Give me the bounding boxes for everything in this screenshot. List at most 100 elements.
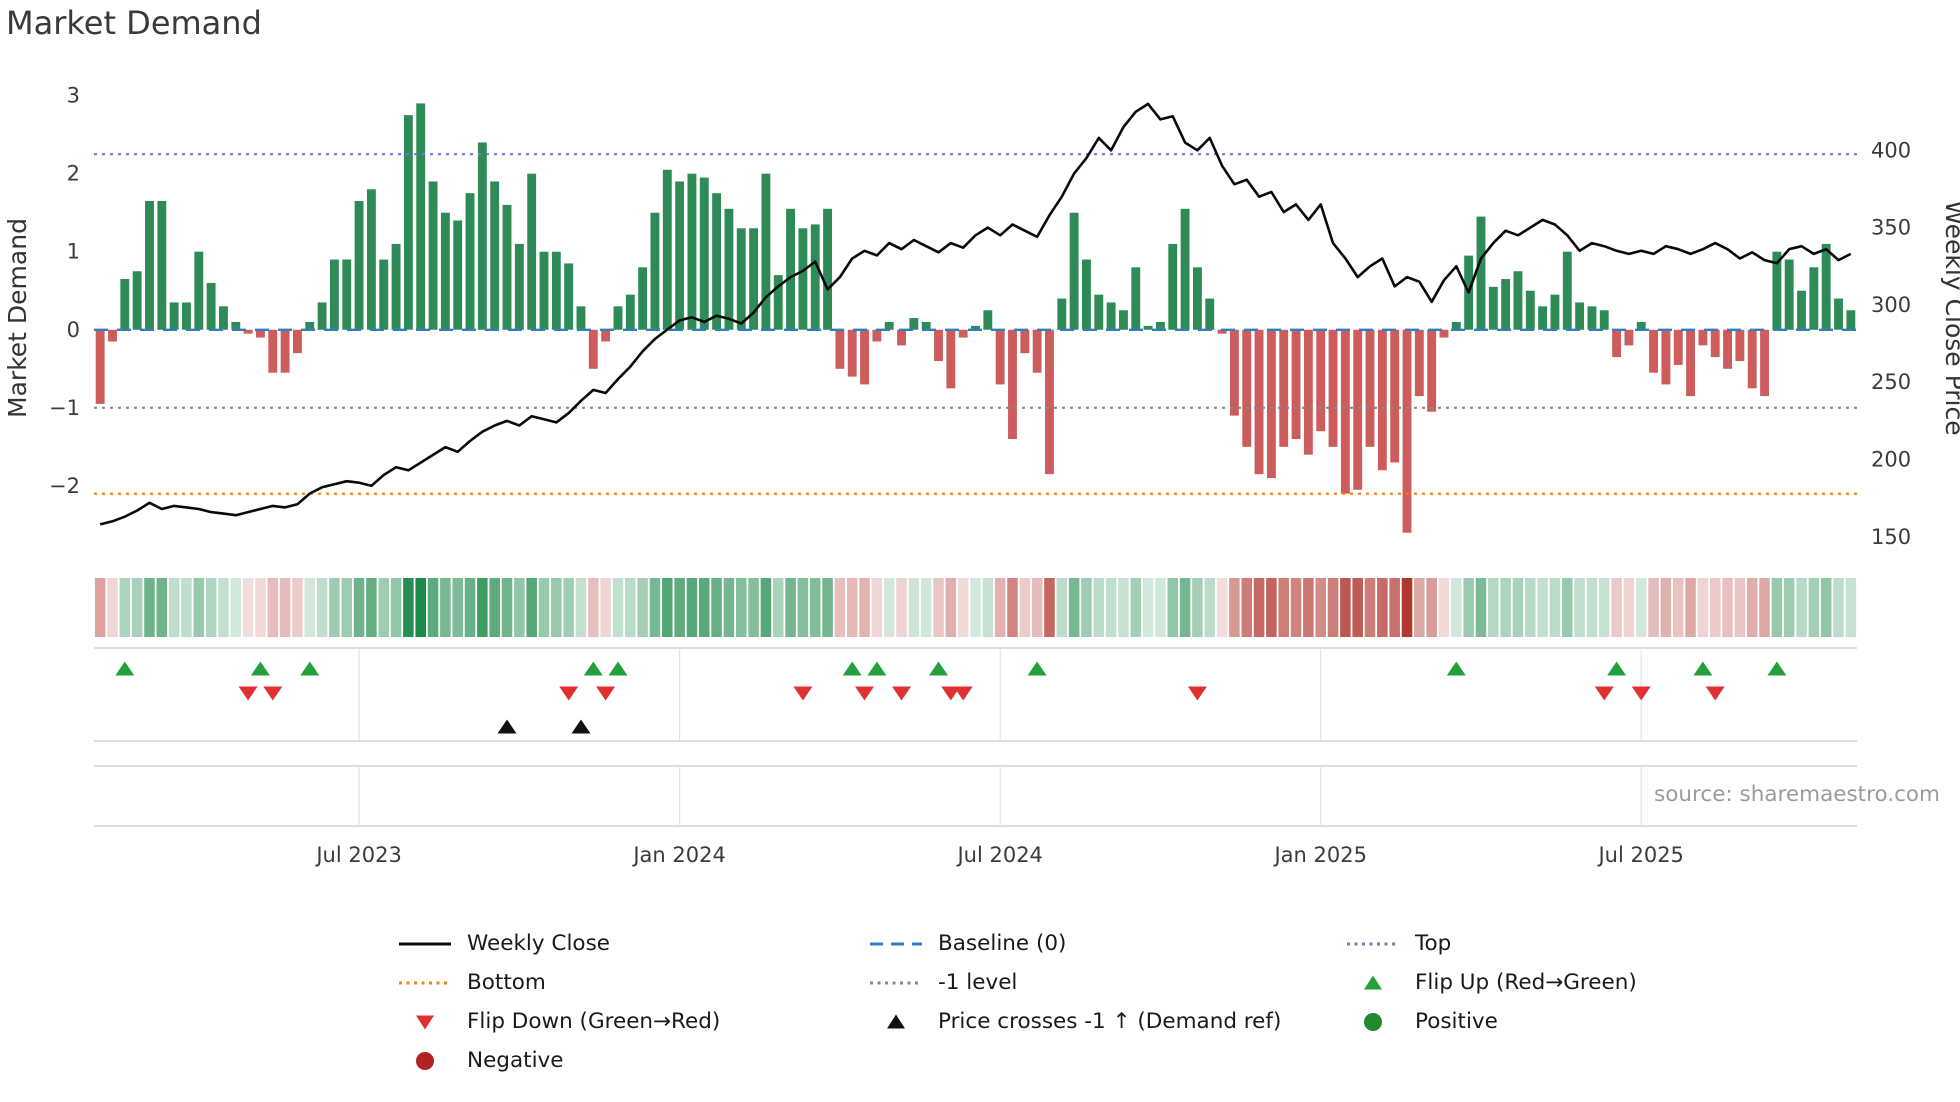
- heatmap-cell: [760, 578, 772, 637]
- heatmap-cell: [1179, 578, 1191, 637]
- demand-bar-positive: [638, 267, 648, 330]
- demand-bar-negative: [897, 329, 906, 346]
- source-text: source: sharemaestro.com: [1654, 782, 1940, 807]
- legend-label: Price crosses -1 ↑ (Demand ref): [938, 1009, 1282, 1034]
- heatmap-cell: [674, 578, 685, 637]
- flip-down-marker: [1594, 686, 1614, 701]
- demand-bar-negative: [934, 329, 943, 361]
- heatmap-cell: [1574, 578, 1585, 637]
- demand-bar-positive: [1205, 298, 1215, 330]
- flip-up-marker: [300, 661, 320, 676]
- demand-bar-positive: [157, 200, 167, 330]
- demand-bar-positive: [662, 169, 672, 330]
- heatmap-cell: [1327, 578, 1339, 637]
- heatmap-cell: [1426, 578, 1437, 637]
- heatmap-cell: [366, 578, 377, 637]
- right-axis-tick: 300: [1871, 293, 1911, 317]
- demand-bar-negative: [1032, 329, 1042, 373]
- heatmap-cell: [218, 578, 229, 637]
- heatmap-cell: [1142, 578, 1154, 637]
- demand-bar-negative: [292, 329, 302, 354]
- flip-up-marker: [1767, 661, 1787, 676]
- heatmap-cell: [982, 578, 994, 637]
- flip-down-marker: [855, 686, 874, 701]
- demand-bar-positive: [1451, 321, 1461, 330]
- heatmap-cell: [501, 578, 513, 637]
- left-axis-tick: 2: [67, 162, 80, 186]
- demand-bar-positive: [428, 181, 438, 330]
- demand-bar-negative: [1390, 329, 1400, 463]
- left-axis-label: Market Demand: [3, 218, 32, 418]
- heatmap-cell: [1056, 578, 1068, 637]
- demand-bar-positive: [1772, 251, 1782, 330]
- heatmap-cell: [797, 578, 809, 637]
- demand-bar-negative: [872, 329, 882, 342]
- heatmap-cell: [1031, 578, 1043, 637]
- demand-bar-positive: [761, 173, 771, 330]
- heatmap-cell: [748, 578, 759, 637]
- demand-bar-negative: [588, 329, 598, 369]
- minus-1-level-swatch-icon: [870, 981, 922, 984]
- demand-bar-positive: [576, 306, 586, 330]
- legend-label: -1 level: [938, 970, 1018, 995]
- heatmap-cell: [994, 578, 1006, 637]
- flip-down-marker: [238, 686, 258, 701]
- demand-bar-positive: [329, 259, 339, 330]
- flip-up-marker: [1027, 661, 1047, 676]
- demand-bar-positive: [712, 193, 722, 330]
- demand-bar-positive: [699, 177, 709, 330]
- heatmap-cell: [699, 578, 710, 637]
- flip-down-marker: [1187, 686, 1207, 701]
- legend-item-flip-down: Flip Down (Green→Red): [396, 1002, 867, 1041]
- heatmap-cell: [649, 578, 661, 637]
- price-cross-marker: [497, 719, 517, 734]
- demand-bar-positive: [391, 243, 401, 330]
- demand-bar-negative: [1686, 329, 1695, 397]
- demand-bar-positive: [477, 142, 487, 330]
- heatmap-cell: [772, 578, 784, 637]
- baseline-swatch-icon: [870, 942, 922, 945]
- legend-item-top: Top: [1344, 924, 1637, 963]
- demand-bar-negative: [1402, 329, 1412, 533]
- heatmap-cell: [1303, 578, 1314, 637]
- heatmap-cell: [242, 578, 254, 637]
- heatmap-cell: [1352, 578, 1363, 637]
- demand-bar-positive: [231, 321, 241, 330]
- legend-label: Positive: [1415, 1009, 1498, 1034]
- demand-bar-negative: [1266, 329, 1276, 479]
- heatmap-cell: [1475, 578, 1487, 637]
- heatmap-cell: [1525, 578, 1536, 637]
- x-axis-tick: Jan 2024: [631, 843, 726, 867]
- legend-item-price-cross: Price crosses -1 ↑ (Demand ref): [867, 1002, 1344, 1041]
- demand-bar-positive: [1525, 290, 1535, 330]
- heatmap-cell: [735, 578, 747, 637]
- heatmap-cell: [440, 578, 451, 637]
- demand-bar-negative: [1008, 329, 1017, 440]
- heatmap-cell: [94, 578, 106, 637]
- heatmap-cell: [1611, 578, 1622, 637]
- heatmap-cell: [686, 578, 698, 637]
- flip-up-marker: [115, 661, 135, 676]
- heatmap-cell: [205, 578, 217, 637]
- heatmap-cell: [1093, 578, 1105, 637]
- heatmap-cell: [612, 578, 624, 637]
- legend-column: Weekly Close Bottom Flip Down (Green→Red) N…: [396, 924, 867, 1080]
- demand-bar-positive: [798, 228, 808, 330]
- demand-bar-negative: [1377, 329, 1387, 471]
- heatmap-cell: [144, 578, 155, 637]
- left-axis-tick: 0: [67, 318, 80, 342]
- demand-bar-positive: [1797, 290, 1806, 330]
- demand-bar-positive: [120, 279, 130, 330]
- heatmap-cell: [1192, 578, 1203, 637]
- demand-bar-positive: [1106, 302, 1116, 330]
- heatmap-cell: [1796, 578, 1807, 637]
- demand-bar-positive: [305, 321, 315, 330]
- demand-bar-positive: [194, 251, 204, 330]
- negative-swatch-icon: [416, 1051, 434, 1070]
- demand-bar-negative: [243, 329, 253, 334]
- legend-item-bottom: Bottom: [396, 963, 867, 1002]
- demand-bar-positive: [687, 173, 697, 330]
- heatmap-cell: [970, 578, 981, 637]
- demand-bar-positive: [145, 200, 154, 330]
- heatmap-cell: [600, 578, 611, 637]
